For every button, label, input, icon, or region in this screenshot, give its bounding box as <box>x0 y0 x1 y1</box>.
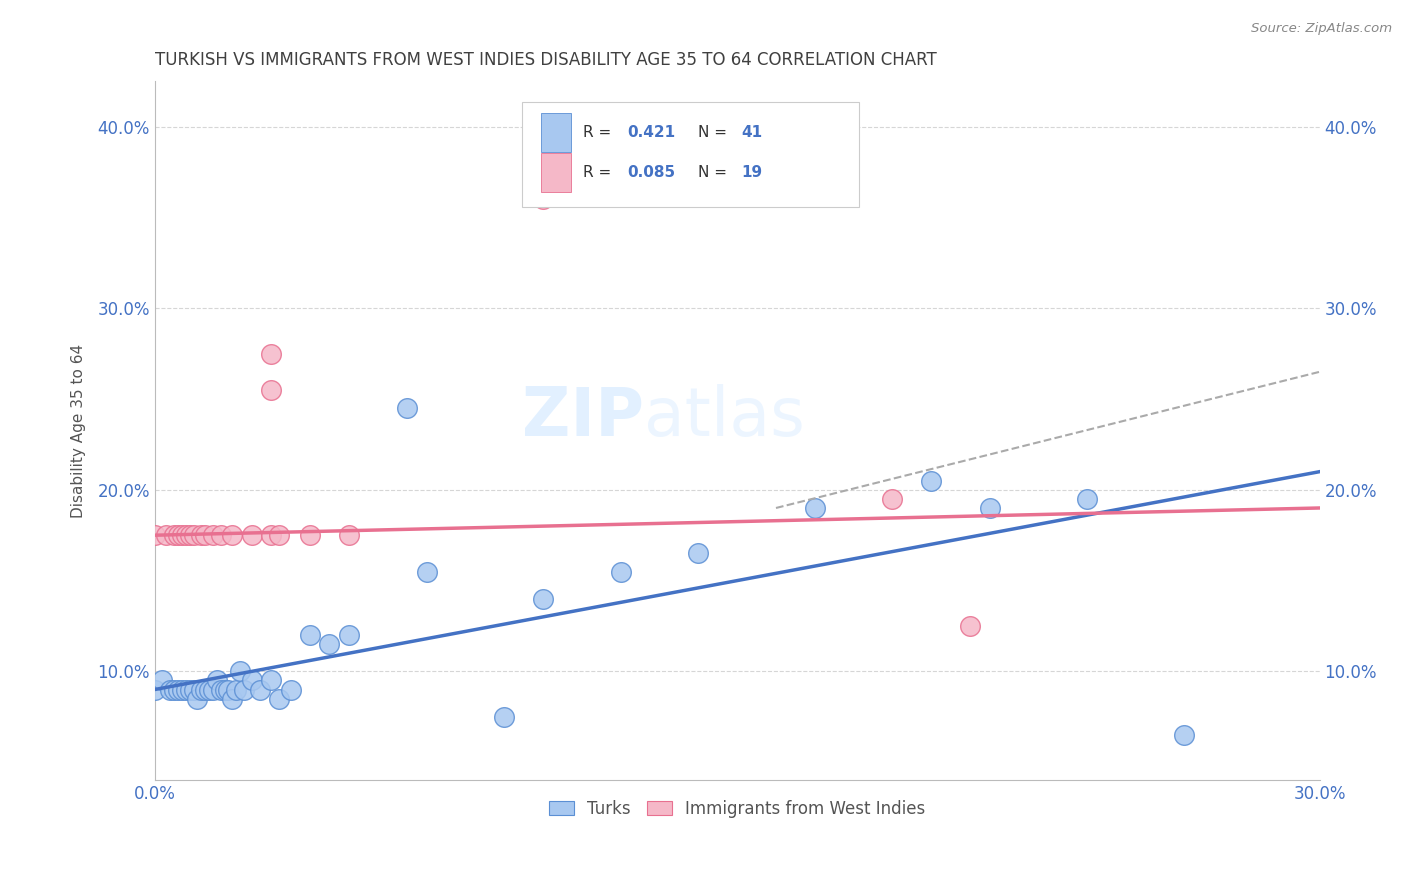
Point <box>143 528 166 542</box>
Point <box>804 500 827 515</box>
Point <box>688 546 710 560</box>
Text: 0.085: 0.085 <box>627 165 676 179</box>
Point <box>163 528 186 542</box>
Text: ZIP: ZIP <box>522 384 644 450</box>
Text: 41: 41 <box>742 125 763 140</box>
Point <box>267 691 290 706</box>
Point <box>186 691 208 706</box>
Point <box>1173 728 1195 742</box>
Bar <box>541 113 571 152</box>
Point <box>205 673 228 688</box>
Point <box>267 528 290 542</box>
Point <box>229 665 252 679</box>
Point <box>159 682 181 697</box>
Text: atlas: atlas <box>644 384 804 450</box>
Point <box>260 528 283 542</box>
Point <box>221 691 243 706</box>
Point <box>190 682 212 697</box>
Text: TURKISH VS IMMIGRANTS FROM WEST INDIES DISABILITY AGE 35 TO 64 CORRELATION CHART: TURKISH VS IMMIGRANTS FROM WEST INDIES D… <box>155 51 936 69</box>
Point <box>174 528 197 542</box>
Point <box>1076 491 1098 506</box>
Point <box>170 528 193 542</box>
Point <box>201 682 224 697</box>
Y-axis label: Disability Age 35 to 64: Disability Age 35 to 64 <box>72 343 86 518</box>
Point <box>299 628 322 642</box>
Point <box>143 682 166 697</box>
Point <box>280 682 302 697</box>
Point <box>179 682 201 697</box>
Legend: Turks, Immigrants from West Indies: Turks, Immigrants from West Indies <box>541 793 932 824</box>
Point <box>198 682 221 697</box>
Point <box>415 565 437 579</box>
Point <box>155 528 177 542</box>
Point <box>299 528 322 542</box>
Text: 0.421: 0.421 <box>627 125 676 140</box>
Point <box>214 682 236 697</box>
Point <box>260 383 283 397</box>
Point <box>225 682 247 697</box>
Point <box>337 628 360 642</box>
Point <box>170 682 193 697</box>
Point <box>531 591 554 606</box>
Point <box>249 682 271 697</box>
Point <box>260 346 283 360</box>
Point <box>609 565 631 579</box>
Point <box>209 682 232 697</box>
Text: R =: R = <box>583 165 616 179</box>
Point <box>240 528 263 542</box>
Point <box>183 682 205 697</box>
Point <box>318 637 340 651</box>
Text: N =: N = <box>697 125 731 140</box>
Point <box>233 682 256 697</box>
Point <box>179 528 201 542</box>
Point <box>882 491 904 506</box>
Point <box>167 528 190 542</box>
Text: 19: 19 <box>742 165 763 179</box>
Point <box>163 682 186 697</box>
Point <box>260 673 283 688</box>
Point <box>920 474 942 488</box>
Point <box>194 528 217 542</box>
Point <box>337 528 360 542</box>
Point <box>201 528 224 542</box>
Point <box>194 682 217 697</box>
Point <box>218 682 240 697</box>
Text: R =: R = <box>583 125 616 140</box>
Point <box>209 528 232 542</box>
Point <box>167 682 190 697</box>
Text: Source: ZipAtlas.com: Source: ZipAtlas.com <box>1251 22 1392 36</box>
FancyBboxPatch shape <box>522 103 859 207</box>
Point <box>190 528 212 542</box>
Point <box>979 500 1001 515</box>
Point <box>531 192 554 206</box>
Point <box>221 528 243 542</box>
Point <box>240 673 263 688</box>
Point <box>174 682 197 697</box>
Point <box>494 710 516 724</box>
Point <box>152 673 174 688</box>
Point <box>959 619 981 633</box>
Text: N =: N = <box>697 165 731 179</box>
Bar <box>541 153 571 192</box>
Point <box>183 528 205 542</box>
Point <box>396 401 419 416</box>
